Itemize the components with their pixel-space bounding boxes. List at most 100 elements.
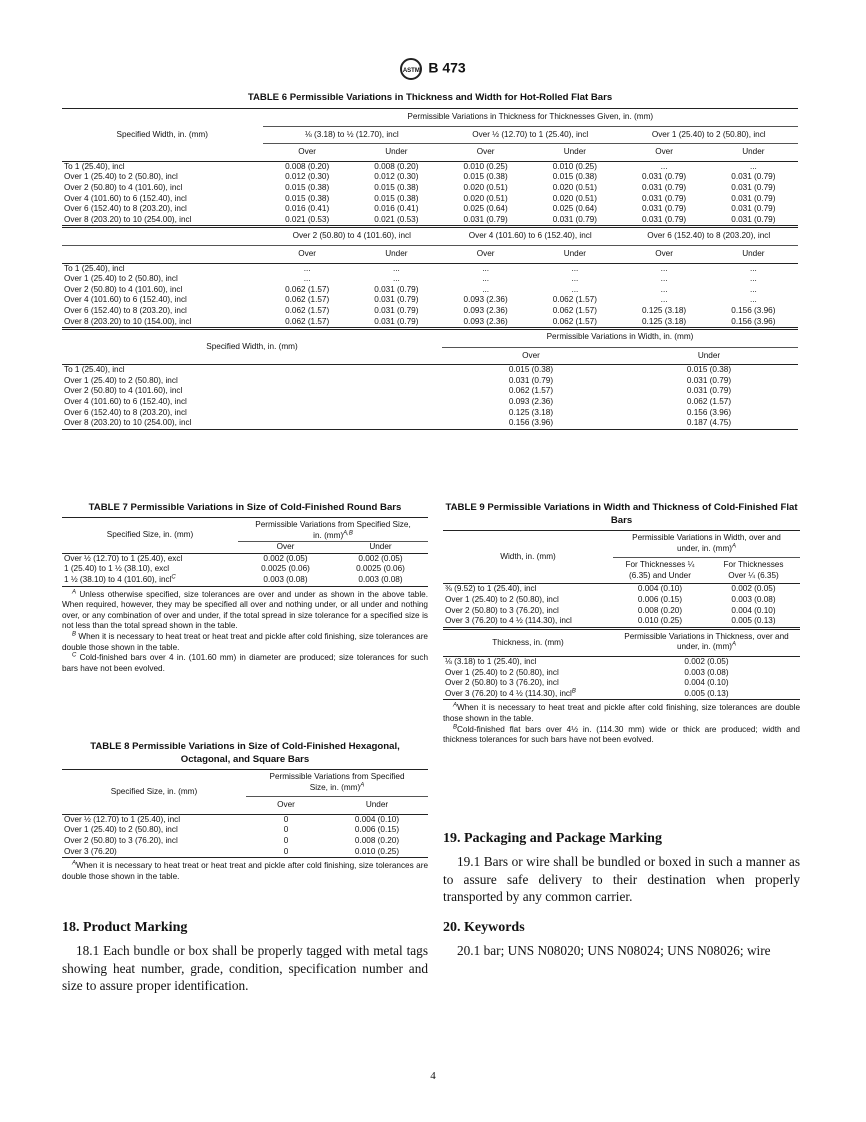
cell-value: 0.016 (0.41) [374,204,419,214]
table-row: 1 ½ (38.10) to 4 (101.60), inclC 0.003 (0… [62,574,428,586]
cell-value: 0.0025 (0.06) [356,564,405,574]
cell-value: ... [571,263,579,273]
cell-value: 0.156 (3.96) [508,418,554,428]
table-8-notes: AWhen it is necessary to heat treat or h… [62,860,428,882]
cell-value: 0.125 (3.18) [508,407,554,417]
section-20-heading: 20. Keywords [443,920,525,935]
footnote-mark: A [72,860,77,867]
row-label-text: Over 8 (203.20) to 10 (254.00), incl [64,418,192,428]
footnote-mark: B [72,631,77,638]
cell-value: 0.031 (0.79) [508,375,554,385]
under-header: Under [365,800,389,810]
row-label-text: Over 8 (203.20) to 10 (254.00), incl [64,214,192,224]
row-label-text: 1 (25.40) to 1 ½ (38.10), excl [64,564,170,574]
row-label-text: Over 4 (101.60) to 6 (152.40), incl [64,295,187,305]
width-variation-heading: Permissible Variations in Width, over an… [613,530,800,559]
cell-value: 0.008 (0.20) [354,835,400,845]
table-row: Over 6 (152.40) to 8 (203.20), incl 0.125… [62,408,798,419]
section-18-heading: 18. Product Marking [62,920,188,935]
section-19-text: 19.1 Bars or wire shall be bundled or bo… [443,854,800,904]
table-row: Over 1 (25.40) to 2 (50.80), incl 0.012 (… [62,172,798,183]
cell-value: 0.021 (0.53) [285,214,330,224]
table-row: Over 1 (25.40) to 2 (50.80), incl 0.031 (… [62,376,798,387]
cell-value: ... [660,274,668,284]
table-9-title: TABLE 9 Permissible Variations in Width … [445,502,798,526]
table-8-grid: Specified Size, in. (mm) Permissible Var… [62,769,428,859]
row-label-text: To 1 (25.40), incl [64,365,125,375]
row-label-text: Over 6 (152.40) to 8 (203.20), incl [64,407,187,417]
cell-value: 0.031 (0.79) [731,214,776,224]
row-label-text: 1 ½ (38.10) to 4 (101.60), incl [64,574,172,584]
width-variation-heading-text: Permissible Variations in Width, over an… [632,533,781,553]
footnote-text: Unless otherwise specified, size toleran… [62,589,428,631]
table-row: Over 2 (50.80) to 4 (101.60), incl 0.062 … [62,386,798,397]
cell-value: 0.025 (0.64) [552,204,597,214]
row-label-text: ⅛ (3.18) to 1 (25.40), incl [445,656,537,666]
row-label: Over 2 (50.80) to 3 (76.20), incl [443,606,613,617]
row-label-text: Over 2 (50.80) to 3 (76.20), incl [445,678,559,688]
row-label: Over 3 (76.20) [62,847,246,858]
cell-value: ... [749,284,757,294]
cell-value: ... [303,263,311,273]
footnote-ref: A [360,781,365,788]
over-header: Over [276,542,295,552]
over-header: Over [298,248,317,258]
cell-value: 0.025 (0.64) [463,204,508,214]
row-label-text: Over ½ (12.70) to 1 (25.40), excl [64,553,183,563]
cell-value: 0.031 (0.79) [642,182,687,192]
cell-value: 0.016 (0.41) [285,204,330,214]
table-row: Over 2 (50.80) to 3 (76.20), incl 0.008 (… [443,606,800,617]
cell-value: 0.015 (0.38) [285,193,330,203]
row-label-text: To 1 (25.40), incl [64,161,125,171]
cell-value: 0.031 (0.79) [731,172,776,182]
row-label-text: Over 2 (50.80) to 4 (101.60), incl [64,284,183,294]
blank-header [62,245,263,263]
row-label: Over 1 (25.40) to 2 (50.80), incl [443,668,613,679]
cell-value: 0.015 (0.38) [374,182,419,192]
table-row: Over 1 (25.40) to 2 (50.80), incl 0 0.006 … [62,825,428,836]
over-header: Over [476,248,495,258]
cell-value: 0.031 (0.79) [642,204,687,214]
cell-value: 0.005 (0.13) [731,616,776,626]
under-header: Under [385,248,408,258]
row-label-text: Over 2 (50.80) to 4 (101.60), incl [64,386,183,396]
thickness-variation-heading-text: Permissible Variations in Thickness, ove… [624,631,789,652]
table-7-notes: A Unless otherwise specified, size toler… [62,589,428,675]
row-label-text: Over 1 (25.40) to 2 (50.80), incl [445,594,559,604]
row-label-text: Over 3 (76.20) [64,846,117,856]
document-header: ASTM B 473 [0,58,866,80]
cell-value: 0.006 (0.15) [637,594,683,604]
cell-value: 0 [283,835,289,845]
row-label-text: Over 6 (152.40) to 8 (203.20), incl [64,305,187,315]
thickness-group-header: Over 4 (101.60) to 6 (152.40), incl [468,231,592,241]
table-8: TABLE 8 Permissible Variations in Size o… [62,740,428,882]
cell-value: 0.031 (0.79) [374,305,419,315]
cell-value: 0.010 (0.25) [463,161,508,171]
cell-value: 0.093 (2.36) [463,295,508,305]
cell-value: 0.031 (0.79) [642,172,687,182]
cell-value: ... [660,161,668,171]
row-label: ⅜ (9.52) to 1 (25.40), incl [443,584,613,595]
cell-value: 0.031 (0.79) [686,386,732,396]
cell-value: ... [749,161,757,171]
col-thick-header: For Thicknesses Over ¼ (6.35) [723,560,784,580]
cell-value: ... [749,263,757,273]
row-label-text: Over 8 (203.20) to 10 (154.00), incl [64,316,192,326]
table-row: Over 6 (152.40) to 8 (203.20), incl 0.062… [62,306,798,317]
footnote-mark: B [453,723,458,730]
cell-value: 0.002 (0.05) [731,584,776,594]
under-header: Under [742,248,765,258]
cell-value: 0.002 (0.05) [684,656,729,666]
table-row: ⅛ (3.18) to 1 (25.40), incl 0.002 (0.05) [443,656,800,667]
cell-value: 0.093 (2.36) [463,316,508,326]
table-row: Over 2 (50.80) to 3 (76.20), incl 0 0.008 … [62,836,428,847]
table-row: Over 1 (25.40) to 2 (50.80), incl.......… [62,274,798,285]
table-row: Over 2 (50.80) to 4 (101.60), incl 0.062 … [62,285,798,296]
row-label: Over 6 (152.40) to 8 (203.20), incl [62,408,442,419]
col-thin-header: For Thicknesses ¼ (6.35) and Under [625,560,695,580]
row-label: Over 3 (76.20) to 4 ½ (114.30), incl [443,616,613,627]
cell-value: 0.008 (0.20) [285,161,330,171]
table-9-notes: AWhen it is necessary to heat treat and … [443,703,800,745]
cell-value: 0.015 (0.38) [374,193,419,203]
footnote-ref: A [732,641,737,648]
